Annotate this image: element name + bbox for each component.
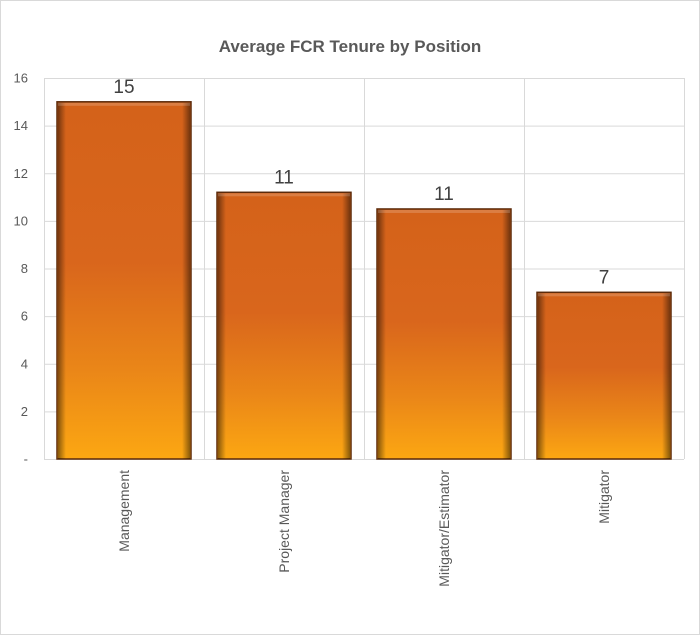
y-tick-label: 14 (14, 118, 28, 133)
category-label: Mitigator/Estimator (436, 470, 452, 587)
y-tick-label: 2 (21, 404, 28, 419)
data-label: 7 (599, 267, 610, 288)
data-label: 11 (274, 167, 294, 188)
data-label: 11 (434, 184, 454, 205)
bar-highlight (378, 209, 510, 213)
category-label: Mitigator (596, 470, 612, 524)
bar-highlight (538, 293, 670, 297)
bar-shading (218, 193, 350, 460)
bar-highlight (58, 102, 190, 106)
y-tick-label: 10 (14, 213, 28, 228)
y-tick-label: 12 (14, 166, 28, 181)
y-tick-label: - (24, 452, 28, 467)
y-tick-label: 16 (14, 71, 28, 86)
category-label: Management (116, 470, 132, 552)
chart-title: Average FCR Tenure by Position (218, 37, 482, 56)
y-tick-label: 4 (21, 356, 28, 371)
bar-shading (58, 102, 190, 459)
bar-shading (378, 209, 510, 459)
bar-shading (538, 293, 670, 459)
y-tick-label: 6 (21, 309, 28, 324)
bar-highlight (218, 193, 350, 197)
data-label: 15 (113, 77, 134, 98)
category-label: Project Manager (276, 470, 292, 573)
y-tick-label: 8 (21, 261, 28, 276)
